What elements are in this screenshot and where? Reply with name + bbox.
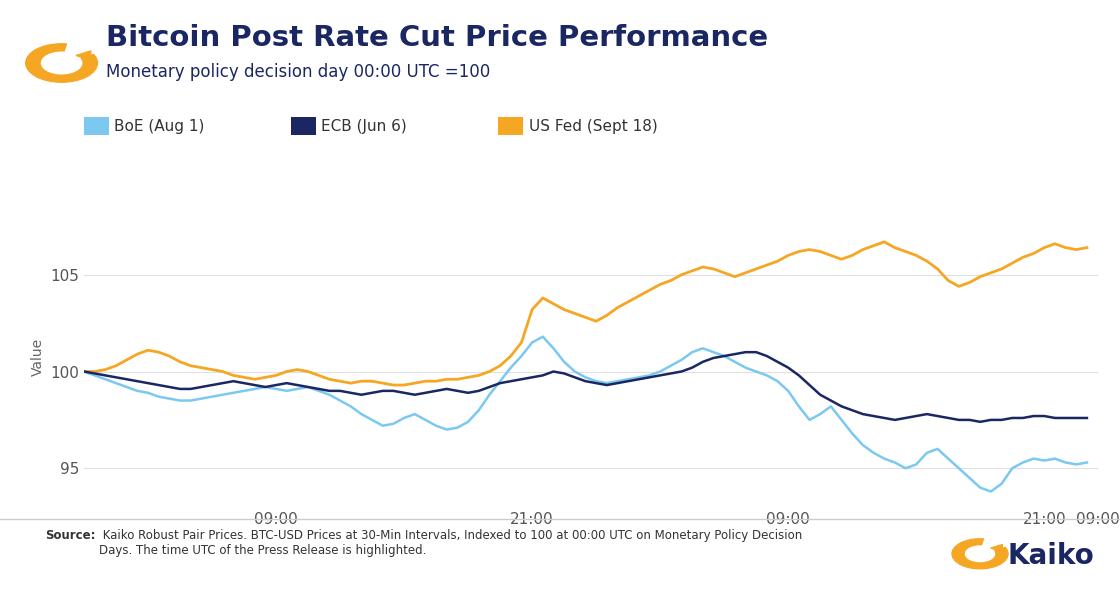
Text: Bitcoin Post Rate Cut Price Performance: Bitcoin Post Rate Cut Price Performance <box>106 24 768 52</box>
Text: Source:: Source: <box>45 529 95 542</box>
Text: BoE (Aug 1): BoE (Aug 1) <box>114 118 205 133</box>
Text: Kaiko Robust Pair Prices. BTC-USD Prices at 30-Min Intervals, Indexed to 100 at : Kaiko Robust Pair Prices. BTC-USD Prices… <box>99 529 802 557</box>
Text: US Fed (Sept 18): US Fed (Sept 18) <box>529 118 657 133</box>
Y-axis label: Value: Value <box>30 338 45 376</box>
Text: Kaiko: Kaiko <box>1008 542 1094 570</box>
Text: ECB (Jun 6): ECB (Jun 6) <box>321 118 408 133</box>
Text: Monetary policy decision day 00:00 UTC =100: Monetary policy decision day 00:00 UTC =… <box>106 63 491 81</box>
